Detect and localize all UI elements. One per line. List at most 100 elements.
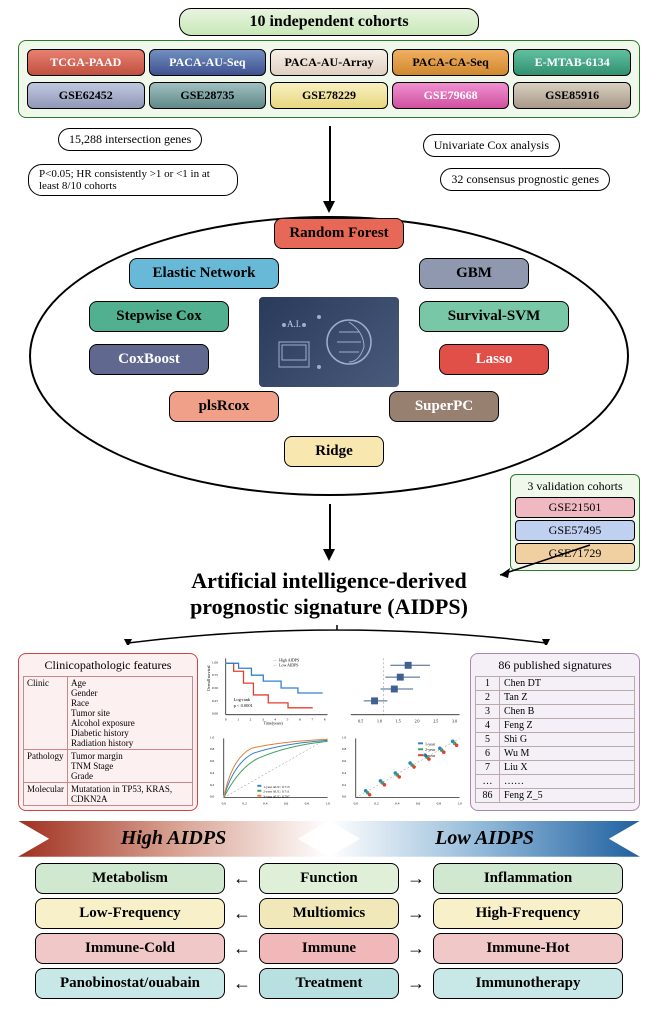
svg-text:0.2: 0.2: [242, 802, 247, 806]
cohort-chip: PACA-AU-Array: [270, 49, 388, 76]
sig-num: 2: [476, 690, 500, 704]
clinic-items: Tumor margin TNM Stage Grade: [67, 749, 192, 782]
clinic-cat: Pathology: [24, 749, 68, 782]
arrow-left-icon: ←: [233, 903, 251, 924]
clinic-title: Clinicopathologic features: [23, 658, 193, 673]
cohort-chip: GSE28735: [149, 82, 267, 109]
arrow-right-icon: →: [407, 938, 425, 959]
svg-text:0.6: 0.6: [210, 759, 215, 763]
sig-name: Tan Z: [500, 690, 635, 704]
sig-num: 7: [476, 760, 500, 774]
svg-text:3: 3: [262, 717, 264, 721]
label-genes: 15,288 intersection genes: [58, 128, 202, 151]
ml-method: Ridge: [284, 436, 384, 467]
svg-text:0.4: 0.4: [395, 802, 400, 806]
feat-mid: Treatment: [259, 968, 399, 999]
feat-mid: Function: [259, 863, 399, 894]
svg-text:0.4: 0.4: [210, 771, 215, 775]
validation-chip: GSE57495: [515, 520, 635, 541]
cohorts-panel: TCGA-PAADPACA-AU-SeqPACA-AU-ArrayPACA-CA…: [18, 40, 640, 118]
clinic-panel: Clinicopathologic features ClinicAge Gen…: [18, 653, 198, 811]
feat-mid: Immune: [259, 933, 399, 964]
feat-right: Immunotherapy: [433, 968, 623, 999]
svg-text:p < 0.0001: p < 0.0001: [234, 703, 253, 708]
charts-panel: — High AIDPS — Low AIDPS Log-rank p < 0.…: [204, 653, 464, 811]
svg-text:0.2: 0.2: [341, 783, 346, 787]
feature-row: Immune-Cold←Immune→Immune-Hot: [18, 933, 640, 964]
forest-chart: 0.51.01.52.02.53.0: [336, 653, 465, 728]
svg-text:0: 0: [225, 717, 227, 721]
feature-row: Panobinostat/ouabain←Treatment→Immunothe…: [18, 968, 640, 999]
svg-text:0.00: 0.00: [212, 711, 218, 715]
svg-text:0.8: 0.8: [436, 802, 441, 806]
roc-chart: 1-year AUC: 0.7152-year AUC: 0.7113-year…: [204, 733, 333, 808]
cohort-chip: GSE79668: [392, 82, 510, 109]
sig-name: Wu M: [500, 746, 635, 760]
svg-text:0.0: 0.0: [341, 795, 346, 799]
sig-name: ……: [500, 774, 635, 788]
label-consensus: 32 consensus prognostic genes: [440, 168, 610, 191]
cohort-title: 10 independent cohorts: [179, 8, 479, 36]
sig-name: Liu X: [500, 760, 635, 774]
ml-method: GBM: [419, 258, 529, 289]
svg-text:3-year AUC: 0.797: 3-year AUC: 0.797: [263, 795, 290, 799]
svg-text:1.0: 1.0: [325, 802, 330, 806]
clinic-cat: Clinic: [24, 676, 68, 749]
sig-name: Chen B: [500, 704, 635, 718]
low-aidps: Low AIDPS: [329, 821, 640, 857]
svg-text:0.8: 0.8: [210, 748, 215, 752]
svg-text:8: 8: [324, 717, 326, 721]
sig-num: 1: [476, 676, 500, 690]
svg-text:4: 4: [274, 717, 276, 721]
svg-text:1.0: 1.0: [377, 718, 382, 723]
arrow-right-icon: →: [407, 973, 425, 994]
svg-text:0.75: 0.75: [212, 673, 218, 677]
feat-left: Immune-Cold: [35, 933, 225, 964]
cohort-chip: GSE78229: [270, 82, 388, 109]
svg-text:1.0: 1.0: [210, 736, 215, 740]
svg-text:0.0: 0.0: [222, 802, 227, 806]
ml-method: Stepwise Cox: [89, 301, 229, 332]
arrow-left-icon: ←: [233, 868, 251, 889]
ml-method: Lasso: [439, 344, 549, 375]
arrow-left-icon: ←: [233, 938, 251, 959]
sig-num: 86: [476, 788, 500, 802]
arrow-right-icon: →: [407, 868, 425, 889]
svg-text:1.0: 1.0: [341, 736, 346, 740]
cohort-chip: TCGA-PAAD: [27, 49, 145, 76]
ml-method: Random Forest: [274, 218, 404, 249]
svg-text:0.8: 0.8: [305, 802, 310, 806]
svg-text:0.6: 0.6: [415, 802, 420, 806]
ml-method: plsRcox: [169, 391, 279, 422]
arrow-cohort-to-ml: 15,288 intersection genes P<0.05; HR con…: [8, 126, 650, 216]
sig-num: …: [476, 774, 500, 788]
clinic-items: Mutatation in TP53, KRAS, CDKN2A: [67, 782, 192, 805]
ml-method: Elastic Network: [129, 258, 279, 289]
svg-text:0.5: 0.5: [358, 718, 363, 723]
sig-num: 4: [476, 718, 500, 732]
arrow-left-icon: ←: [233, 973, 251, 994]
sig-num: 3: [476, 704, 500, 718]
high-aidps: High AIDPS: [18, 821, 329, 857]
svg-text:Low AIDPS: Low AIDPS: [279, 662, 298, 667]
label-filter: P<0.05; HR consistently >1 or <1 in at l…: [28, 164, 238, 196]
svg-text:0.0: 0.0: [210, 795, 215, 799]
signatures-panel: 86 published signatures 1Chen DT2Tan Z3C…: [470, 653, 640, 811]
svg-text:0.0: 0.0: [353, 802, 358, 806]
validation-chip: GSE21501: [515, 497, 635, 518]
feature-row: Metabolism←Function→Inflammation: [18, 863, 640, 894]
cohort-chip: GSE62452: [27, 82, 145, 109]
svg-text:—: —: [272, 662, 277, 667]
svg-text:0.4: 0.4: [341, 771, 346, 775]
cohort-chip: E-MTAB-6134: [513, 49, 631, 76]
km-chart: — High AIDPS — Low AIDPS Log-rank p < 0.…: [204, 653, 333, 728]
cohort-chip: PACA-AU-Seq: [149, 49, 267, 76]
svg-text:1.00: 1.00: [212, 660, 218, 664]
svg-text:0.4: 0.4: [263, 802, 268, 806]
label-cox: Univariate Cox analysis: [423, 134, 560, 157]
svg-text:6: 6: [299, 717, 301, 721]
sig-name: Shi G: [500, 732, 635, 746]
feat-left: Metabolism: [35, 863, 225, 894]
svg-text:0.8: 0.8: [341, 748, 346, 752]
feat-mid: Multiomics: [259, 898, 399, 929]
